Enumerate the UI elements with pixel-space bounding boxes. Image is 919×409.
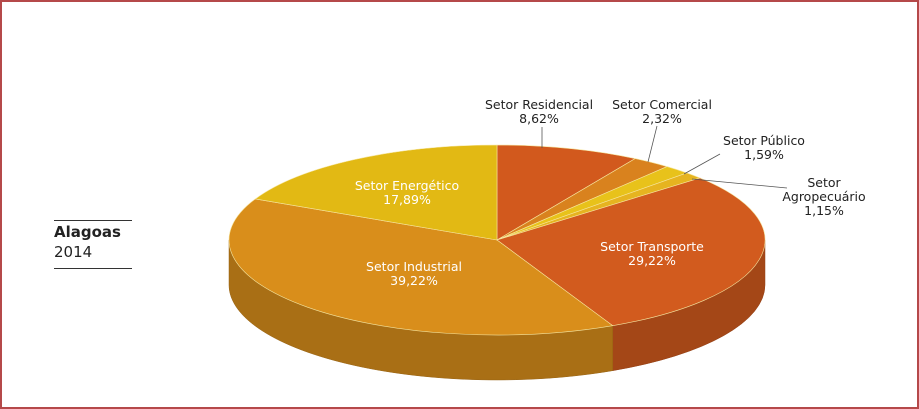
- data-label: Setor Agropecuário 1,15%: [777, 176, 872, 218]
- wedge: [496, 144, 636, 241]
- chart-title: Alagoas: [54, 223, 121, 241]
- rule: [54, 220, 132, 221]
- data-label: Setor Residencial 8,62%: [485, 98, 593, 126]
- category-label: Setor Comercial: [612, 97, 712, 112]
- category-label: Setor Residencial: [484, 97, 594, 112]
- wedge: [496, 177, 766, 327]
- category-label: Setor Energético: [354, 178, 460, 193]
- leader-line: [683, 153, 721, 175]
- data-label: Setor Transporte 29,22%: [600, 240, 704, 268]
- value-label: 17,89%: [383, 192, 431, 207]
- category-label: Setor Agropecuário: [782, 175, 866, 204]
- data-label: Setor Industrial 39,22%: [366, 260, 462, 288]
- category-label: Setor Transporte: [600, 239, 704, 254]
- value-label: 29,22%: [628, 253, 676, 268]
- value-label: 2,32%: [642, 111, 682, 126]
- wedge: [254, 144, 498, 241]
- data-label: Setor Energético 17,89%: [355, 179, 459, 207]
- category-label: Setor Público: [723, 133, 805, 148]
- value-label: 39,22%: [390, 273, 438, 288]
- wedge: [228, 198, 614, 336]
- value-label: 1,59%: [744, 147, 784, 162]
- chart-subtitle: 2014: [54, 243, 93, 261]
- data-label: Setor Comercial 2,32%: [612, 98, 712, 126]
- value-label: 8,62%: [519, 111, 559, 126]
- leader-line: [691, 178, 788, 189]
- leader-line: [647, 125, 658, 163]
- category-label: Setor Industrial: [366, 259, 462, 274]
- rule: [54, 268, 132, 269]
- data-label: Setor Público 1,59%: [723, 134, 805, 162]
- value-label: 1,15%: [804, 203, 844, 218]
